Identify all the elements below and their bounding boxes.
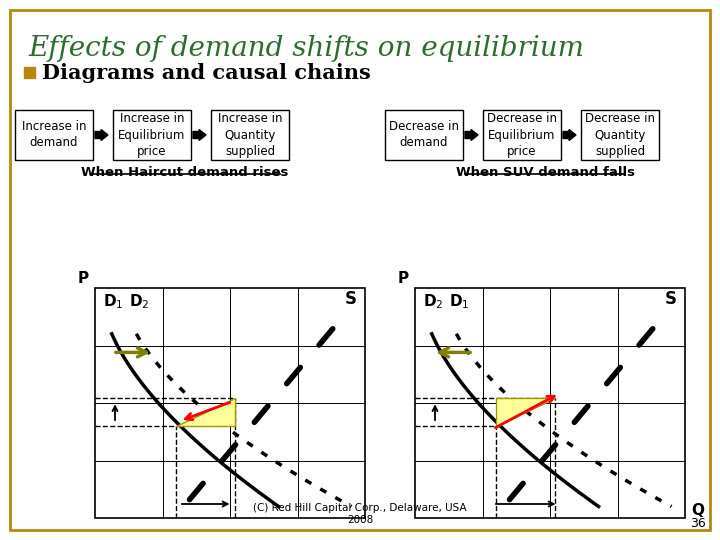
Text: Decrease in
demand: Decrease in demand [389,120,459,150]
Bar [483,110,561,160]
Bar [211,110,289,160]
Text: S: S [345,290,357,308]
Text: P: P [78,271,89,286]
Bar [385,110,463,160]
Text: D$_1$: D$_1$ [103,292,123,310]
Text: Diagrams and causal chains: Diagrams and causal chains [42,63,371,83]
Text: Q: Q [691,503,704,518]
Text: 36: 36 [690,517,706,530]
Text: When SUV demand falls: When SUV demand falls [456,166,634,179]
Text: S: S [665,290,677,308]
Bar [581,110,659,160]
Text: When Haircut demand rises: When Haircut demand rises [81,166,289,179]
Bar [95,288,365,518]
Text: Effects of demand shifts on equilibrium: Effects of demand shifts on equilibrium [28,35,584,62]
Text: Decrease in
Quantity
supplied: Decrease in Quantity supplied [585,112,655,158]
FancyArrow shape [465,130,478,140]
Bar [415,288,685,518]
Text: Increase in
Equilibrium
price: Increase in Equilibrium price [118,112,186,158]
Bar [24,67,35,78]
Text: Decrease in
Equilibrium
price: Decrease in Equilibrium price [487,112,557,158]
Bar [113,110,191,160]
FancyArrow shape [193,130,206,140]
Text: Increase in
demand: Increase in demand [22,120,86,150]
Text: D$_1$: D$_1$ [449,292,469,310]
Text: D$_2$: D$_2$ [423,292,444,310]
Polygon shape [496,399,555,426]
Text: Increase in
Quantity
supplied: Increase in Quantity supplied [217,112,282,158]
Text: (C) Red Hill Capital Corp., Delaware, USA
2008: (C) Red Hill Capital Corp., Delaware, US… [253,503,467,525]
FancyArrow shape [95,130,108,140]
Text: P: P [397,271,408,286]
Bar [15,110,93,160]
Text: D$_2$: D$_2$ [129,292,149,310]
Polygon shape [176,399,235,426]
FancyArrow shape [563,130,576,140]
